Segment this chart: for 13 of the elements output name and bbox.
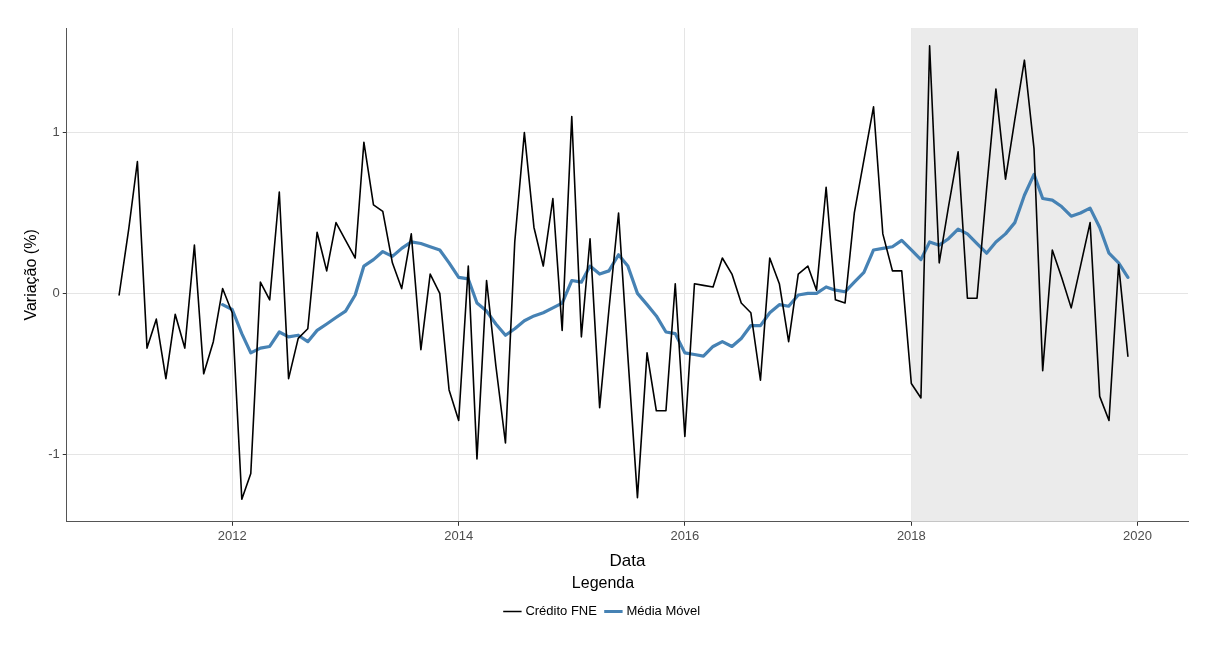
x-tick-label: 2014: [444, 528, 474, 544]
legend-label: Crédito FNE: [525, 603, 598, 619]
x-tick-label: 2012: [217, 528, 247, 544]
y-tick-label: 1: [52, 124, 60, 140]
x-tick-label: 2018: [896, 528, 926, 544]
x-tick-label: 2020: [1123, 528, 1152, 544]
x-axis-title: Data: [609, 551, 646, 571]
y-tick-label: 0: [52, 284, 60, 300]
y-axis-title: Variação (%): [22, 229, 40, 321]
legend-label: Média Móvel: [626, 603, 701, 619]
legend-title: Legenda: [571, 574, 635, 592]
x-tick-label: 2016: [670, 528, 700, 544]
y-tick-label: -1: [48, 445, 60, 461]
